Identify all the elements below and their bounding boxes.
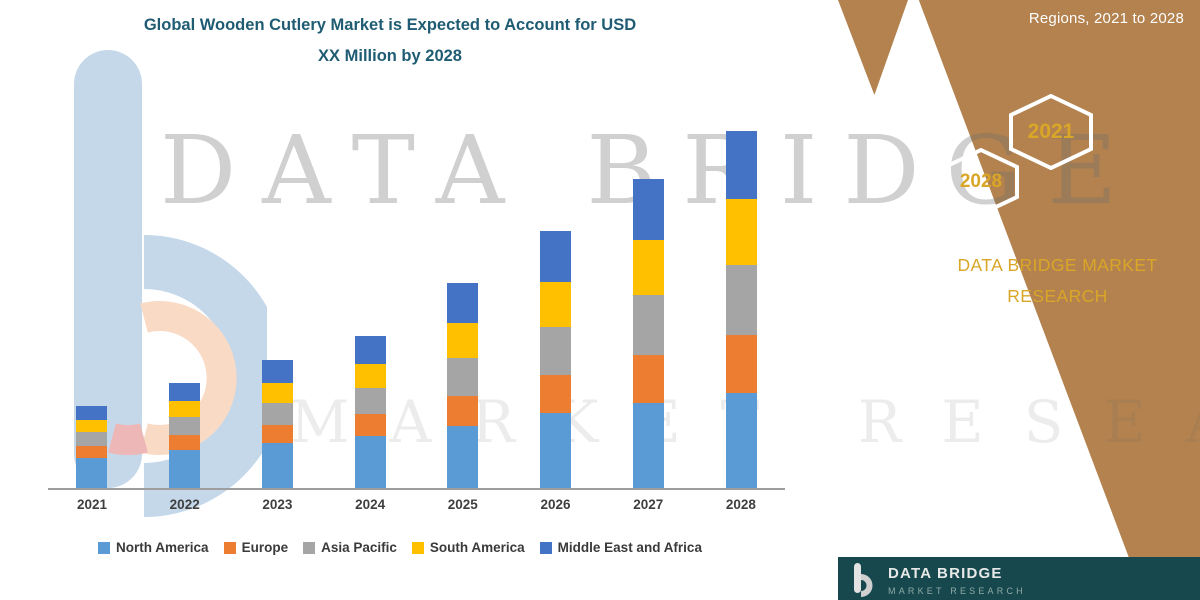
bar-segment-asia-pacific: [540, 326, 572, 375]
bar-segment-south-america: [168, 400, 200, 417]
bar-segment-middle-east-and-africa: [540, 231, 572, 282]
bar-segment-asia-pacific: [261, 402, 293, 425]
bar-segment-middle-east-and-africa: [261, 359, 293, 383]
hexagon-outline-icon: [943, 148, 1019, 216]
x-axis-label-2023: 2023: [262, 497, 293, 512]
x-axis-label-2024: 2024: [355, 497, 386, 512]
footer-brand-bar: DATA BRIDGE MARKET RESEARCH: [838, 557, 1200, 600]
bar-segment-europe: [633, 354, 665, 403]
bar-segment-north-america: [540, 412, 572, 488]
panel-brand-text: DATA BRIDGE MARKET RESEARCH: [915, 250, 1200, 311]
x-axis-labels: 2021 2022 2023 2024 2025 2026 2027 2028: [48, 497, 785, 512]
bar-segment-south-america: [76, 419, 107, 432]
bar-segment-europe: [354, 413, 386, 436]
bar-2021: [76, 405, 107, 488]
bar-segment-middle-east-and-africa: [633, 179, 665, 240]
bar-segment-north-america: [447, 425, 479, 488]
hexagon-2028-label: 2028: [959, 171, 1003, 192]
bar-2022: [168, 382, 200, 488]
legend-label-south-america: South America: [429, 540, 525, 555]
legend-item-middle-east-and-africa: Middle East and Africa: [539, 540, 702, 555]
legend-swatch-middle-east-and-africa: [539, 541, 552, 554]
x-axis-label-2025: 2025: [447, 497, 478, 512]
bar-segment-north-america: [261, 442, 293, 488]
stacked-bar-chart: [48, 128, 785, 490]
bar-2024: [354, 335, 386, 488]
legend-item-south-america: South America: [411, 540, 525, 555]
bar-segment-europe: [540, 374, 572, 413]
bar-segment-middle-east-and-africa: [447, 282, 479, 323]
bar-2027: [633, 179, 665, 488]
bar-segment-south-america: [447, 322, 479, 358]
bar-segment-south-america: [354, 363, 386, 388]
x-axis-label-2027: 2027: [633, 497, 664, 512]
bar-segment-north-america: [76, 457, 107, 488]
legend-swatch-north-america: [98, 541, 111, 554]
bar-2026: [540, 231, 572, 488]
legend-item-north-america: North America: [98, 540, 209, 555]
bar-segment-europe: [261, 424, 293, 443]
bar-segment-europe: [725, 334, 757, 393]
footer-brand-sub: MARKET RESEARCH: [888, 586, 1026, 596]
bar-segment-europe: [447, 395, 479, 426]
bar-segment-south-america: [261, 382, 293, 403]
footer-brand-name: DATA BRIDGE: [888, 565, 1003, 582]
bar-segment-north-america: [633, 402, 665, 488]
bar-segment-europe: [76, 445, 107, 458]
bar-segment-asia-pacific: [76, 431, 107, 446]
legend-label-north-america: North America: [116, 540, 209, 555]
bar-segment-asia-pacific: [168, 416, 200, 435]
bar-2023: [261, 359, 293, 488]
legend-swatch-asia-pacific: [303, 541, 316, 554]
bar-segment-asia-pacific: [354, 387, 386, 414]
bar-segment-north-america: [725, 392, 757, 488]
hexagon-outline-icon: [1009, 94, 1093, 170]
bar-segment-europe: [168, 434, 200, 450]
panel-brand-line2: RESEARCH: [1007, 285, 1108, 306]
brand-panel-content: Regions, 2021 to 2028 2028 2021 DATA BRI…: [820, 0, 1200, 600]
bar-segment-middle-east-and-africa: [725, 131, 757, 200]
hexagon-2028: 2028: [942, 148, 1020, 216]
chart-title-line2: XX Million by 2028: [318, 46, 462, 65]
bar-2025: [447, 282, 479, 488]
bar-2028: [725, 131, 757, 488]
legend-swatch-europe: [223, 541, 236, 554]
bar-segment-middle-east-and-africa: [354, 335, 386, 364]
bar-segment-south-america: [725, 199, 757, 265]
legend-swatch-south-america: [411, 541, 424, 554]
chart-title-line1: Global Wooden Cutlery Market is Expected…: [143, 16, 637, 34]
bar-segment-asia-pacific: [633, 294, 665, 355]
hexagon-2021-label: 2021: [1027, 120, 1075, 143]
bar-segment-south-america: [540, 281, 572, 327]
bar-segment-asia-pacific: [725, 264, 757, 335]
legend-item-europe: Europe: [223, 540, 289, 555]
chart-legend: North America Europe Asia Pacific South Ame…: [18, 540, 782, 555]
bar-segment-middle-east-and-africa: [168, 382, 200, 401]
legend-label-middle-east-and-africa: Middle East and Africa: [557, 540, 702, 555]
hexagon-2021: 2021: [1008, 94, 1094, 170]
databridge-logo-icon: [852, 563, 878, 597]
bar-segment-asia-pacific: [447, 357, 479, 396]
x-axis-label-2028: 2028: [725, 497, 756, 512]
bar-segment-south-america: [633, 239, 665, 295]
bar-segment-middle-east-and-africa: [76, 405, 107, 420]
panel-brand-line1: DATA BRIDGE MARKET: [957, 255, 1158, 275]
footer-text-block: DATA BRIDGE MARKET RESEARCH: [888, 563, 1026, 596]
chart-title: Global Wooden Cutlery Market is Expected…: [60, 10, 720, 71]
bar-segment-north-america: [168, 449, 200, 488]
bar-segment-north-america: [354, 435, 386, 488]
panel-heading: Regions, 2021 to 2028: [1028, 10, 1184, 27]
x-axis-label-2026: 2026: [540, 497, 571, 512]
x-axis-label-2022: 2022: [169, 497, 200, 512]
legend-label-asia-pacific: Asia Pacific: [321, 540, 397, 555]
legend-item-asia-pacific: Asia Pacific: [303, 540, 397, 555]
legend-label-europe: Europe: [241, 540, 289, 555]
x-axis-label-2021: 2021: [76, 497, 108, 512]
